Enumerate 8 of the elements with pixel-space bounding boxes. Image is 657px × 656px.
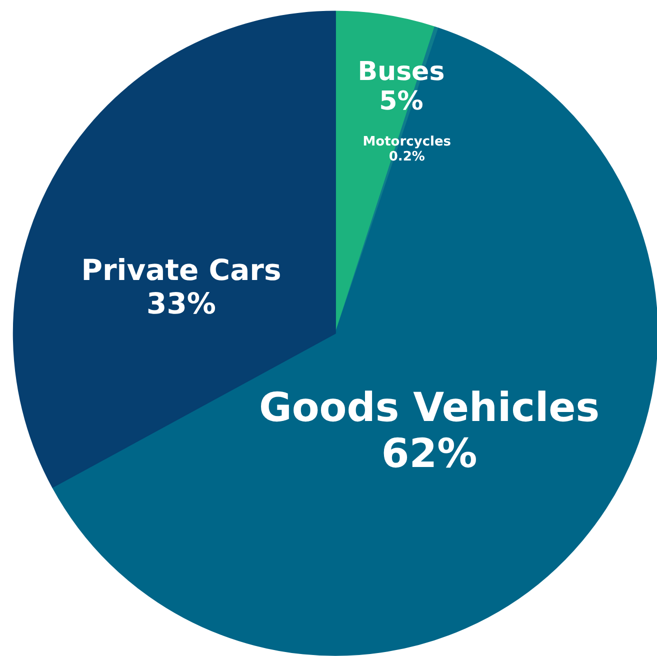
data-label: 0.2%	[388, 150, 425, 165]
slice-label: Goods Vehicles	[259, 385, 600, 432]
data-label: 62%	[381, 431, 478, 478]
slice-label: Motorcycles	[362, 134, 452, 150]
slice-label: Buses	[358, 56, 445, 87]
data-label: 33%	[146, 286, 216, 321]
slice-label: Private Cars	[81, 253, 282, 288]
data-label: 5%	[379, 86, 424, 117]
